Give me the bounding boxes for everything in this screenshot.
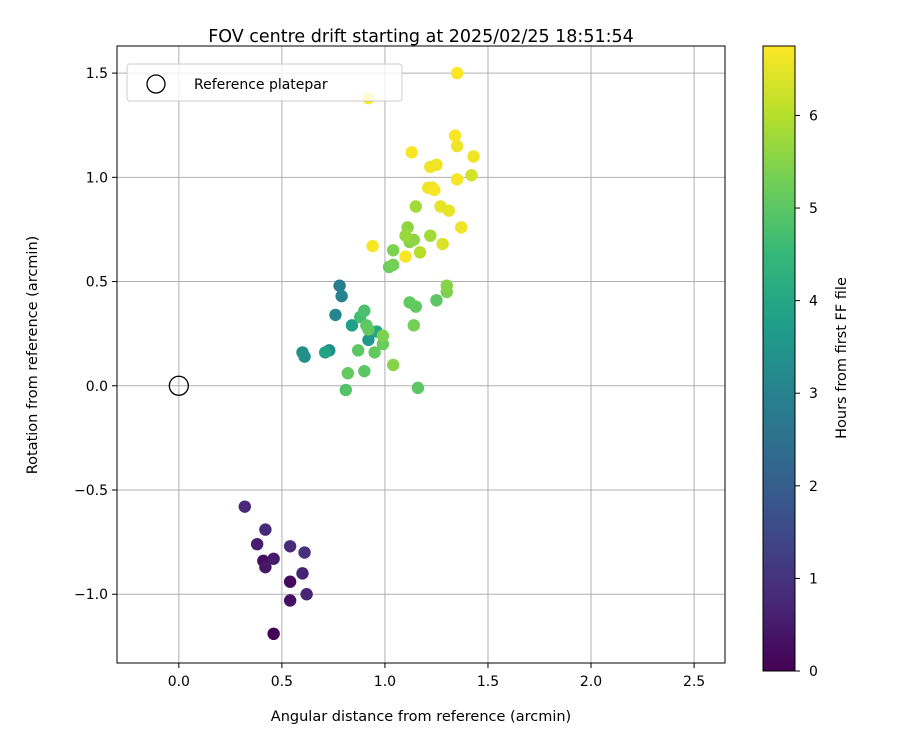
y-tick-label: 1.5 [86,66,108,82]
data-point [300,588,313,601]
data-point [298,546,311,559]
y-tick-label: 0.0 [86,379,108,395]
data-point [467,150,480,163]
data-point [407,319,420,332]
data-point [238,500,251,513]
colorbar-tick-label: 6 [809,108,818,124]
data-point [296,567,309,580]
legend-reference-marker [146,74,166,94]
y-axis-label: Rotation from reference (arcmin) [25,236,41,475]
data-point [368,346,381,359]
data-point [450,173,464,186]
data-point [259,560,272,574]
reference-platepar-marker [168,375,189,396]
data-point [436,237,449,251]
x-tick-label: 2.5 [683,674,705,690]
legend-box [126,63,403,102]
data-point [298,350,311,363]
data-point [283,594,297,607]
data-point [454,221,468,234]
x-tick-label: 0.0 [168,674,190,690]
y-tick-label: −0.5 [74,483,108,499]
chart-title: FOV centre drift starting at 2025/02/25 … [208,27,634,47]
data-point [362,323,375,336]
data-point [339,383,352,397]
colorbar-ticks: 0 1 2 3 4 5 6 [795,108,818,680]
data-point [318,346,332,359]
legend-entry-reference-platepar: Reference platepar [194,77,328,93]
data-point [442,204,456,217]
data-point [409,300,423,313]
colorbar-tick-label: 0 [809,664,818,680]
colorbar-tick-label: 1 [809,571,818,587]
reference-marker [168,375,189,396]
colorbar: 0 1 2 3 4 5 6 Hours from first FF file [762,45,850,680]
data-point [428,183,441,197]
data-point [341,367,355,380]
data-point [358,364,371,378]
data-point [267,552,280,565]
y-tick-label: 0.5 [86,275,108,291]
data-point [335,289,348,303]
data-point [386,358,400,372]
data-point [386,244,400,257]
colorbar-tick-label: 2 [809,479,818,495]
data-point [333,279,346,292]
data-point [259,523,272,536]
data-point [450,139,464,153]
data-point [267,627,280,641]
x-tick-label: 2.0 [580,674,602,690]
axis-ticks: 0.0 0.5 1.0 1.5 2.0 2.5 −1.0 −0.5 0.0 0.5 1.0 1.5 [74,66,705,690]
data-point [358,304,371,317]
data-point [329,308,342,322]
colorbar-gradient [762,45,796,672]
data-point [409,200,423,213]
colorbar-tick-label: 4 [809,294,818,310]
data-point [283,575,297,588]
x-tick-label: 0.5 [271,674,293,690]
colorbar-tick-label: 3 [809,386,818,402]
x-tick-label: 1.5 [477,674,499,690]
data-point [450,66,464,80]
data-point [283,540,297,553]
data-point [399,250,412,263]
data-point [366,239,379,253]
data-point [351,344,365,357]
data-point [424,229,437,242]
data-point [440,279,453,292]
data-point [411,381,425,395]
plot-frame [116,45,726,664]
data-point [465,169,478,182]
data-point [413,246,427,259]
data-point [345,319,359,332]
y-tick-label: 1.0 [86,170,108,186]
data-point [376,329,390,342]
data-point [250,537,264,551]
data-point [430,294,443,307]
data-point [386,258,400,272]
legend: Reference platepar [126,63,403,102]
data-point [448,129,462,142]
data-point [399,229,412,242]
data-point [430,158,443,172]
data-point [362,333,375,347]
data-points [238,66,480,641]
x-tick-label: 1.0 [374,674,396,690]
x-axis-label: Angular distance from reference (arcmin) [271,709,571,725]
data-point [405,146,418,159]
colorbar-tick-label: 5 [809,201,818,217]
grid [117,46,725,663]
colorbar-label: Hours from first FF file [834,277,850,439]
y-tick-label: −1.0 [74,587,108,603]
